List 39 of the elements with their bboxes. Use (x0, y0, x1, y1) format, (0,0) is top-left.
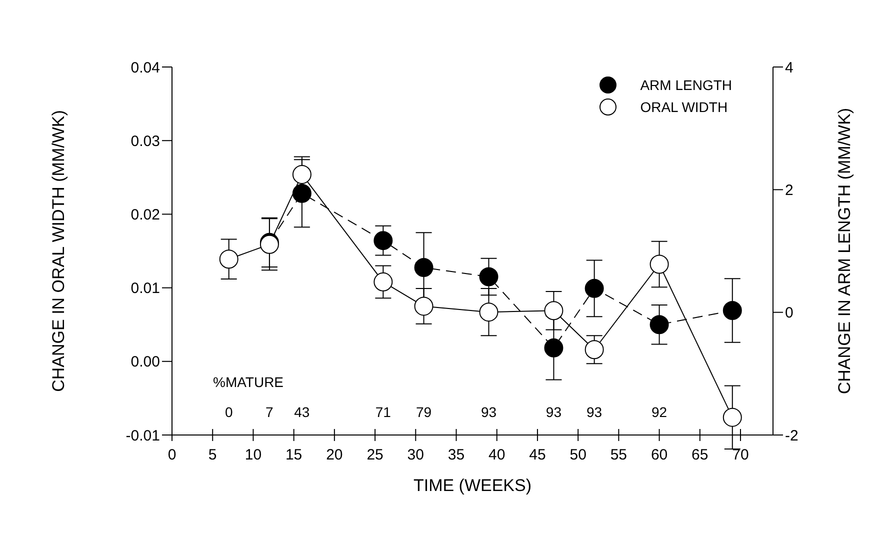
x-tick-label: 50 (570, 446, 586, 464)
y2-tick-label: -2 (785, 427, 798, 444)
x-tick-label: 20 (326, 446, 343, 464)
legend-label: ORAL WIDTH (640, 99, 728, 115)
x-tick-label: 25 (366, 446, 384, 464)
y2-tick-label: 4 (785, 59, 794, 76)
annotation: 7 (264, 404, 274, 420)
annotation: 93 (586, 404, 604, 420)
y-tick-label: 0.04 (130, 59, 160, 76)
x-axis-title: TIME (WEEKS) (413, 476, 532, 495)
annotation: 92 (650, 404, 668, 420)
y2-tick-label: 2 (785, 182, 794, 199)
y-tick-label: 0.02 (130, 206, 160, 224)
y-tick-label: -0.01 (126, 427, 160, 444)
x-tick-label: 0 (168, 446, 176, 464)
y-tick-label: 0.03 (130, 132, 160, 150)
legend-label: ARM LENGTH (640, 77, 732, 93)
x-tick-label: 15 (285, 446, 302, 464)
annotation: 79 (414, 404, 433, 420)
x-tick-label: 10 (244, 446, 262, 464)
x-tick-label: 5 (208, 446, 217, 464)
annotation: 43 (293, 404, 311, 420)
y-tick-label: 0.01 (130, 280, 160, 298)
x-tick-label: 60 (650, 446, 668, 464)
annotation: 0 (224, 404, 234, 420)
x-tick-label: 65 (692, 446, 708, 464)
x-tick-label: 35 (448, 446, 465, 464)
annotation: %MATURE (213, 374, 284, 390)
x-tick-label: 30 (407, 446, 424, 464)
y-axis-title: CHANGE IN ORAL WIDTH (MM/WK) (49, 110, 68, 392)
x-tick-label: 45 (529, 446, 546, 464)
annotation: 93 (544, 404, 562, 420)
y-tick-label: 0.00 (130, 354, 160, 371)
annotation: 93 (480, 404, 498, 420)
y2-axis-title: CHANGE IN ARM LENGTH (MM/WK) (835, 108, 854, 394)
x-tick-label: 40 (488, 446, 506, 464)
y2-tick-label: 0 (785, 304, 794, 322)
annotation: 71 (374, 404, 392, 420)
x-tick-label: 55 (610, 446, 628, 464)
